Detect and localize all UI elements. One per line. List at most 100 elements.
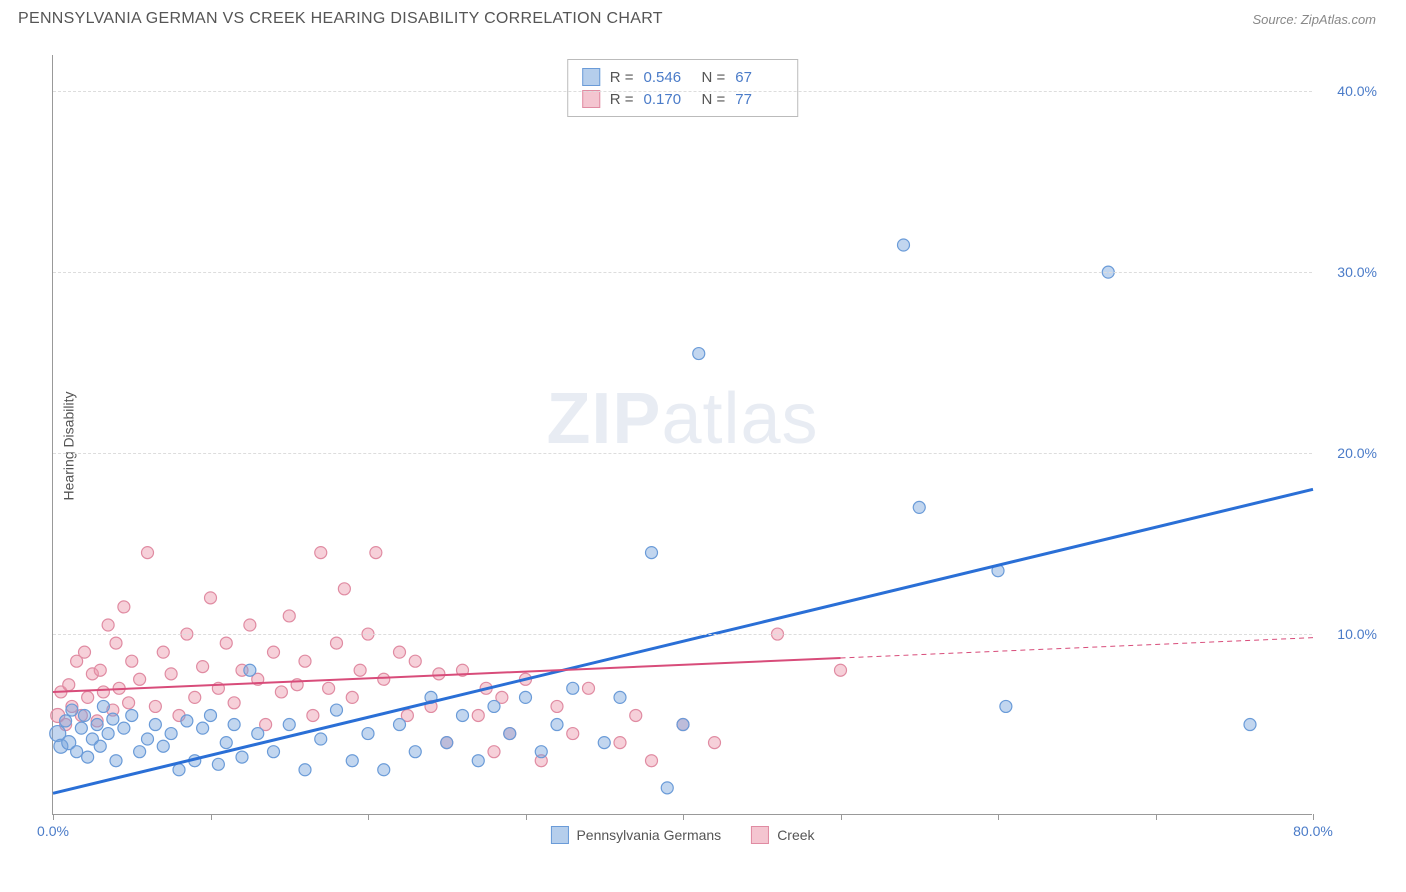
scatter-point [268,646,280,658]
legend-item: Pennsylvania Germans [550,826,721,844]
scatter-point [323,682,335,694]
scatter-point [97,700,109,712]
y-tick-label: 30.0% [1337,264,1377,280]
scatter-point [94,740,106,752]
n-value: 67 [735,69,783,86]
n-label: N = [702,91,726,108]
scatter-point [472,709,484,721]
scatter-point [551,719,563,731]
scatter-point [252,728,264,740]
legend-swatch [550,826,568,844]
scatter-point [677,719,689,731]
n-label: N = [702,69,726,86]
chart-source: Source: ZipAtlas.com [1252,12,1376,27]
chart-area: ZIPatlas R =0.546N =67R =0.170N =77 Penn… [52,55,1312,815]
legend-item: Creek [751,826,814,844]
scatter-point [82,751,94,763]
scatter-point [598,737,610,749]
scatter-point [268,746,280,758]
scatter-point [149,700,161,712]
scatter-point [197,661,209,673]
scatter-point [409,746,421,758]
scatter-point [331,637,343,649]
scatter-point [646,755,658,767]
stats-row: R = 0.546 N = 67 [582,66,784,88]
scatter-point [63,679,75,691]
y-tick-label: 40.0% [1337,83,1377,99]
legend-swatch [582,90,600,108]
chart-title: PENNSYLVANIA GERMAN VS CREEK HEARING DIS… [18,10,663,28]
scatter-point [520,691,532,703]
scatter-point [220,637,232,649]
r-label: R = [610,69,634,86]
scatter-point [409,655,421,667]
scatter-point [60,715,72,727]
scatter-point [488,700,500,712]
scatter-plot [53,55,1312,814]
scatter-point [118,722,130,734]
scatter-point [118,601,130,613]
scatter-point [205,709,217,721]
scatter-point [212,758,224,770]
scatter-point [472,755,484,767]
scatter-point [394,646,406,658]
scatter-point [197,722,209,734]
scatter-point [433,668,445,680]
scatter-point [299,655,311,667]
n-value: 77 [735,91,783,108]
scatter-point [102,619,114,631]
scatter-point [189,691,201,703]
scatter-point [338,583,350,595]
scatter-point [307,709,319,721]
legend-label: Pennsylvania Germans [576,827,721,843]
scatter-point [394,719,406,731]
scatter-point [315,733,327,745]
scatter-point [110,755,122,767]
scatter-point [107,713,119,725]
scatter-point [614,691,626,703]
r-value: 0.546 [644,69,692,86]
scatter-point [165,728,177,740]
scatter-point [315,547,327,559]
scatter-point [567,728,579,740]
scatter-point [913,501,925,513]
scatter-point [331,704,343,716]
scatter-point [370,547,382,559]
scatter-point [94,664,106,676]
scatter-point [488,746,500,758]
scatter-point [299,764,311,776]
scatter-point [142,733,154,745]
scatter-point [79,646,91,658]
scatter-point [157,740,169,752]
scatter-point [275,686,287,698]
y-tick-label: 10.0% [1337,626,1377,642]
trendline-extrapolated [841,638,1314,658]
scatter-point [346,755,358,767]
scatter-point [157,646,169,658]
scatter-point [97,686,109,698]
scatter-point [354,664,366,676]
scatter-point [236,751,248,763]
scatter-point [504,728,516,740]
x-tick-label: 80.0% [1293,823,1333,839]
scatter-point [283,610,295,622]
scatter-point [1000,700,1012,712]
scatter-point [614,737,626,749]
x-tick-label: 0.0% [37,823,69,839]
scatter-point [441,737,453,749]
scatter-point [110,637,122,649]
scatter-point [173,764,185,776]
scatter-point [1244,719,1256,731]
r-value: 0.170 [644,91,692,108]
scatter-point [134,673,146,685]
scatter-point [283,719,295,731]
scatter-point [244,664,256,676]
scatter-point [228,697,240,709]
y-tick-label: 20.0% [1337,445,1377,461]
scatter-point [126,655,138,667]
stats-legend-box: R = 0.546 N = 67R = 0.170 N = 77 [567,59,799,117]
scatter-point [567,682,579,694]
scatter-point [535,746,547,758]
scatter-point [551,700,563,712]
scatter-point [630,709,642,721]
